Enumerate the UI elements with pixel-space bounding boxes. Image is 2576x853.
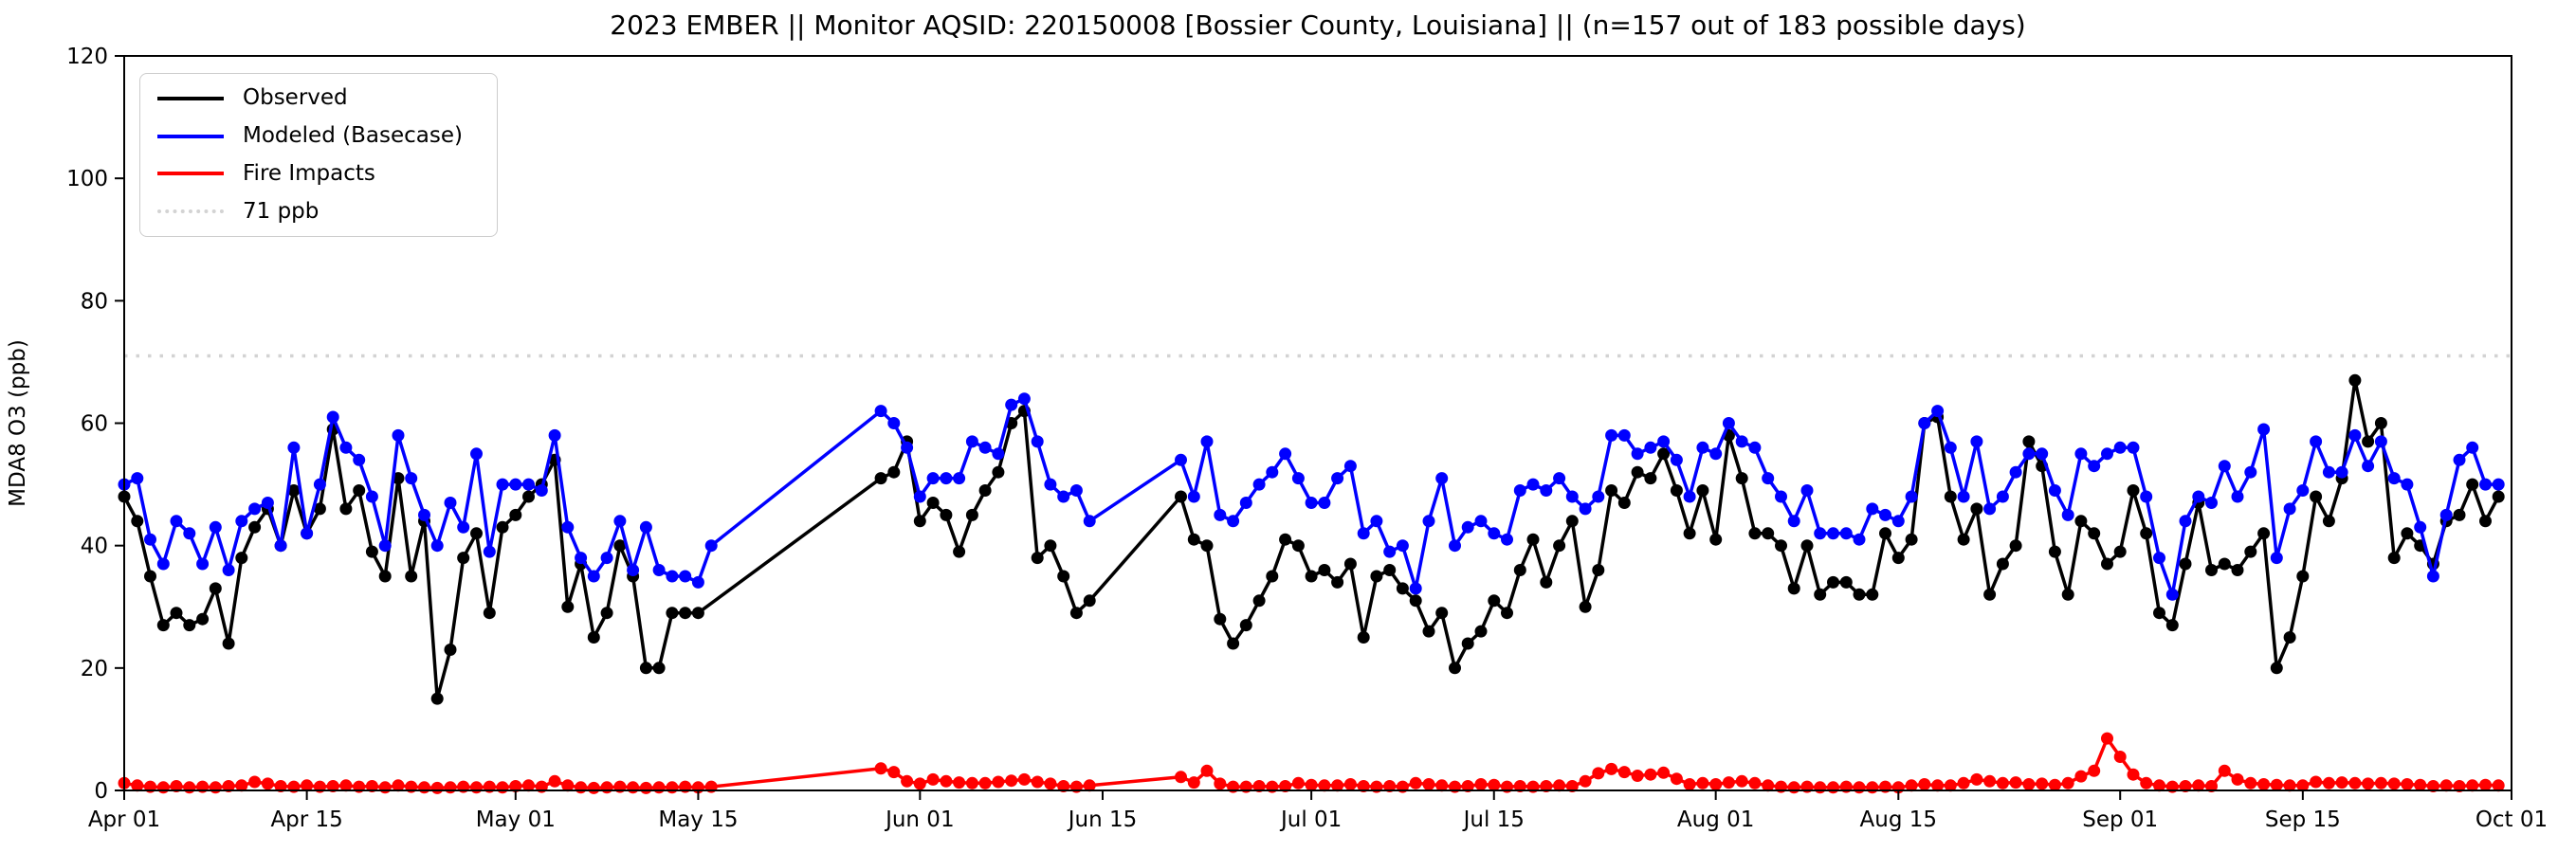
series-observed: [118, 373, 2505, 705]
x-tick-label: Aug 01: [1677, 808, 1755, 832]
y-axis-title: MDA8 O3 (ppb): [6, 339, 30, 507]
x-axis: Apr 01 Apr 15 May 01 May 15 Jun 01 Jun 15 Jul …: [88, 790, 2548, 832]
x-tick-label: Oct 01: [2476, 808, 2548, 832]
legend-label-observed: Observed: [243, 85, 348, 111]
x-tick-label: Apr 01: [88, 808, 160, 832]
series-modeled-basecase-: [118, 392, 2505, 601]
legend-label-fire: Fire Impacts: [243, 160, 375, 186]
y-tick-label: 40: [81, 535, 108, 559]
legend-swatch-threshold: [157, 209, 224, 214]
x-tick-label: Sep 15: [2265, 808, 2341, 832]
legend-swatch-modeled: [157, 134, 224, 138]
series-fire-impacts: [118, 732, 2505, 794]
y-axis: 0 20 40 60 80 100 120: [66, 45, 124, 804]
x-tick-label: Jul 15: [1462, 808, 1525, 832]
y-tick-label: 20: [81, 657, 108, 681]
x-tick-label: May 15: [658, 808, 738, 832]
legend-item-observed: Observed: [157, 80, 497, 118]
x-tick-label: Jul 01: [1279, 808, 1342, 832]
chart-title: 2023 EMBER || Monitor AQSID: 220150008 […: [610, 9, 2026, 41]
x-tick-label: Jun 01: [884, 808, 955, 832]
y-tick-label: 100: [66, 167, 108, 191]
x-tick-label: Sep 01: [2082, 808, 2158, 832]
legend-swatch-observed: [157, 96, 224, 100]
legend-label-threshold: 71 ppb: [243, 198, 320, 224]
y-tick-label: 120: [66, 45, 108, 69]
legend: Observed Modeled (Basecase) Fire Impacts…: [139, 73, 498, 237]
x-tick-label: Aug 15: [1860, 808, 1938, 832]
y-tick-label: 0: [94, 779, 108, 804]
legend-label-modeled: Modeled (Basecase): [243, 123, 463, 149]
x-tick-label: Jun 15: [1067, 808, 1138, 832]
legend-item-modeled: Modeled (Basecase): [157, 118, 497, 155]
legend-item-fire: Fire Impacts: [157, 155, 497, 193]
x-tick-label: May 01: [476, 808, 556, 832]
legend-swatch-fire: [157, 172, 224, 176]
y-tick-label: 80: [81, 289, 108, 314]
x-tick-label: Apr 15: [270, 808, 342, 832]
legend-item-threshold: 71 ppb: [157, 192, 497, 230]
y-tick-label: 60: [81, 412, 108, 437]
